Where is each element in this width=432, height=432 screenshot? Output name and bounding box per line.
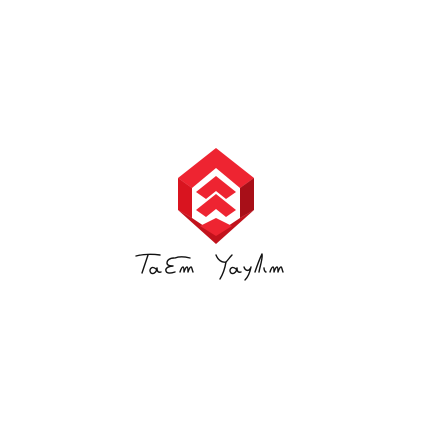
logo-top-chevron [178,148,254,188]
logo-bottom-chevron [178,210,254,244]
logo-inner-chevron-top [196,176,236,199]
logo-left-band [178,178,192,218]
logo-bottom-accent [200,218,232,236]
wordmark-signature-icon [135,253,284,281]
brand-logo-icon [178,148,254,244]
wordmark-text: TaEm Yayılım [0,0,1,1]
logo-inner-chevron-bottom [196,194,236,217]
logo-right-band [240,178,254,218]
